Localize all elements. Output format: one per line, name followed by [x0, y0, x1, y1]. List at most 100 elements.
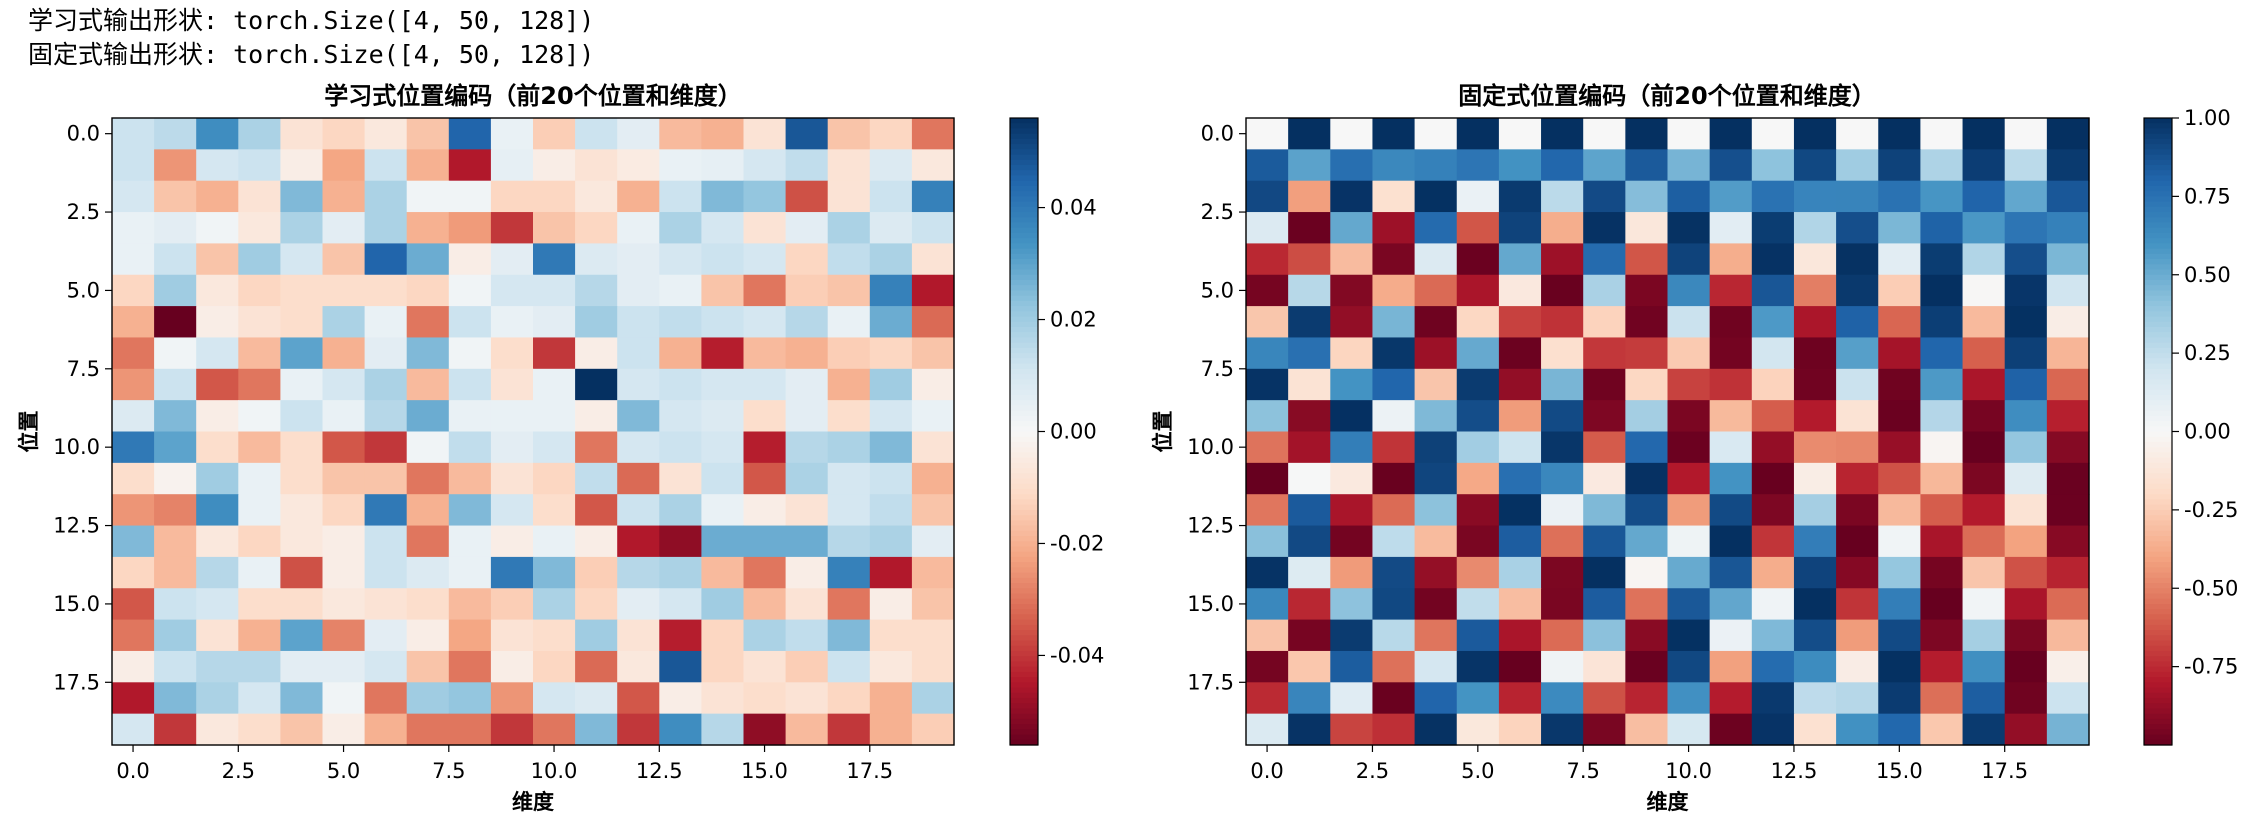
heatmap-cell [1414, 494, 1458, 527]
heatmap-cell [280, 306, 324, 339]
heatmap-cell [406, 274, 450, 307]
colorbar-segment [1010, 515, 1038, 521]
colorbar-tick-label: 1.00 [2184, 106, 2231, 130]
colorbar-segment [2144, 300, 2172, 307]
x-tick-label: 17.5 [1981, 759, 2028, 783]
heatmap-cell [1709, 494, 1753, 527]
colorbar-segment [1010, 462, 1038, 469]
heatmap-cell [1288, 713, 1331, 746]
colorbar-segment [1010, 243, 1038, 250]
heatmap-cell [1288, 462, 1331, 495]
heatmap-cell [827, 274, 871, 307]
heatmap-cell [448, 149, 492, 182]
heatmap-cell [1667, 431, 1711, 464]
heatmap-cell [2004, 431, 2048, 464]
colorbar-tick-label: -0.02 [1050, 531, 1104, 555]
heatmap-cell [659, 556, 702, 589]
colorbar-segment [2144, 488, 2172, 495]
heatmap-cell [827, 682, 871, 715]
heatmap-cell [2004, 588, 2048, 621]
heatmap-cell [1667, 337, 1711, 370]
heatmap-cell [1414, 431, 1458, 464]
heatmap-cell [238, 243, 281, 276]
heatmap-cell [112, 400, 155, 433]
heatmap-cell [1667, 619, 1711, 652]
heatmap-cell [238, 494, 281, 527]
heatmap-cell [448, 274, 492, 307]
colorbar-segment [2144, 645, 2172, 652]
heatmap-cell [1583, 682, 1626, 715]
heatmap-cell [533, 180, 576, 213]
heatmap-cell [827, 180, 871, 213]
heatmap-cell [2046, 588, 2090, 621]
heatmap-cell [1498, 431, 1542, 464]
heatmap-cell [280, 494, 324, 527]
heatmap-cell [1962, 650, 2006, 683]
heatmap-cell [154, 713, 197, 746]
heatmap-cell [1793, 400, 1837, 433]
colorbar-segment [2144, 577, 2172, 584]
colorbar-segment [1010, 217, 1038, 224]
colorbar-segment [1010, 384, 1038, 391]
colorbar-segment [1010, 603, 1038, 610]
heatmap-cell [1246, 713, 1289, 746]
heatmap-cell [869, 243, 913, 276]
colorbar-segment [1010, 394, 1038, 401]
heatmap-cell [2004, 713, 2048, 746]
heatmap-cell [364, 713, 408, 746]
heatmap-cell [238, 180, 281, 213]
heatmap-cell [2004, 149, 2048, 182]
heatmap-cell [743, 180, 787, 213]
heatmap-cell [617, 462, 660, 495]
heatmap-cell [1793, 462, 1837, 495]
heatmap-cell [112, 462, 155, 495]
heatmap-cell [490, 713, 534, 746]
heatmap-cell [490, 400, 534, 433]
colorbar-segment [2144, 515, 2172, 521]
heatmap-cell [1456, 713, 1500, 746]
heatmap-cell [154, 588, 197, 621]
heatmap-cell [1498, 588, 1542, 621]
heatmap-cell [911, 149, 955, 182]
colorbar-segment [2144, 708, 2172, 715]
heatmap-cell [1878, 462, 1921, 495]
heatmap-cell [238, 400, 281, 433]
heatmap-cell [364, 274, 408, 307]
heatmap-cell [1667, 494, 1711, 527]
heatmap-cell [1793, 180, 1837, 213]
x-tick-label: 17.5 [846, 759, 893, 783]
heatmap-cell [154, 118, 197, 150]
colorbar-segment [2144, 149, 2172, 156]
colorbar-tick-label: 0.00 [2184, 420, 2231, 444]
heatmap-cell [154, 462, 197, 495]
heatmap-cell [112, 368, 155, 401]
heatmap-cell [1414, 149, 1458, 182]
heatmap-cell [112, 180, 155, 213]
heatmap-cell [827, 494, 871, 527]
heatmap-cell [743, 494, 787, 527]
colorbar-segment [1010, 232, 1038, 239]
heatmap-cell [701, 556, 745, 589]
y-tick-label: 7.5 [67, 357, 100, 381]
colorbar-segment [2144, 457, 2172, 464]
heatmap-cell [575, 337, 618, 370]
colorbar-segment [2144, 248, 2172, 255]
heatmap-cell [869, 462, 913, 495]
colorbar-segment [2144, 478, 2172, 485]
heatmap-cell [911, 588, 955, 621]
colorbar-segment [2144, 316, 2172, 323]
colorbar-segment [2144, 421, 2172, 427]
heatmap-cell [112, 337, 155, 370]
heatmap-cell [322, 306, 366, 339]
heatmap-cell [911, 619, 955, 652]
heatmap-cell [911, 212, 955, 244]
heatmap-cell [575, 682, 618, 715]
heatmap-cell [490, 588, 534, 621]
colorbar-segment [2144, 682, 2172, 689]
colorbar-segment [2144, 274, 2172, 281]
heatmap-cell [1541, 556, 1584, 589]
heatmap-cell [448, 368, 492, 401]
heatmap-cell [406, 180, 450, 213]
console-line-learned-shape: 学习式输出形状: torch.Size([4, 50, 128]) [28, 6, 595, 35]
heatmap-cell [1667, 368, 1711, 401]
